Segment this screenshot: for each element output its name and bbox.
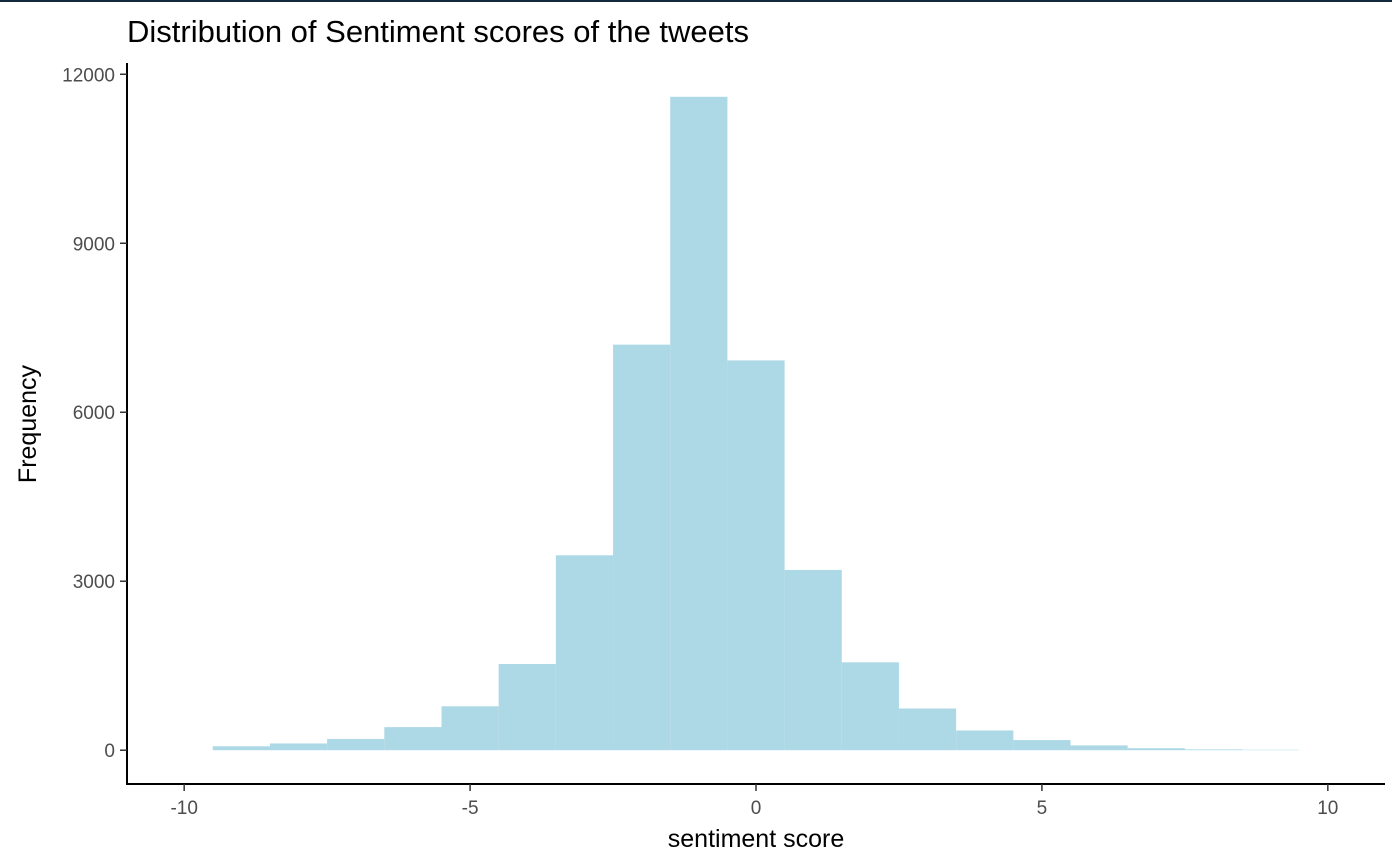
histogram-bar-17: [1184, 749, 1243, 751]
y-tick-label: 3000: [73, 572, 115, 593]
x-tick-label: 10: [1317, 798, 1338, 819]
histogram-bar-13: [956, 730, 1014, 751]
histogram-bar-9: [727, 360, 785, 751]
histogram-bar-1: [269, 743, 328, 751]
y-axis-title: Frequency: [14, 364, 42, 483]
y-tick-label: 9000: [73, 234, 115, 255]
histogram-bar-0: [212, 746, 270, 751]
histogram-bar-16: [1127, 748, 1185, 751]
histogram-bar-12: [898, 708, 957, 751]
histogram-bar-15: [1070, 745, 1128, 751]
histogram-bar-8: [670, 96, 728, 751]
x-axis-title: sentiment score: [668, 825, 844, 853]
histogram-bar-6: [555, 555, 614, 751]
histogram-bar-11: [841, 662, 899, 751]
x-tick-label: -10: [170, 798, 197, 819]
y-tick-label: 6000: [73, 403, 115, 424]
histogram-bar-2: [327, 738, 385, 751]
x-tick-label: 5: [1037, 798, 1048, 819]
histogram-bar-4: [441, 706, 499, 751]
y-tick-label: 12000: [62, 65, 115, 86]
histogram-bar-5: [498, 664, 556, 751]
histogram-bar-14: [1013, 740, 1071, 751]
histogram-bar-3: [384, 727, 442, 751]
x-tick-label: -5: [462, 798, 479, 819]
histogram-bar-7: [613, 344, 671, 751]
x-ticks-group: -10 -5 0 5 10: [170, 784, 1338, 819]
y-tick-label: 0: [104, 741, 115, 762]
histogram-bar-10: [784, 569, 842, 751]
window-top-border: [0, 0, 1392, 2]
x-tick-label: 0: [751, 798, 762, 819]
bars-group: [212, 96, 1300, 751]
y-ticks-group: 0 3000 6000 9000 12000: [62, 65, 127, 762]
chart-title: Distribution of Sentiment scores of the …: [127, 14, 749, 49]
